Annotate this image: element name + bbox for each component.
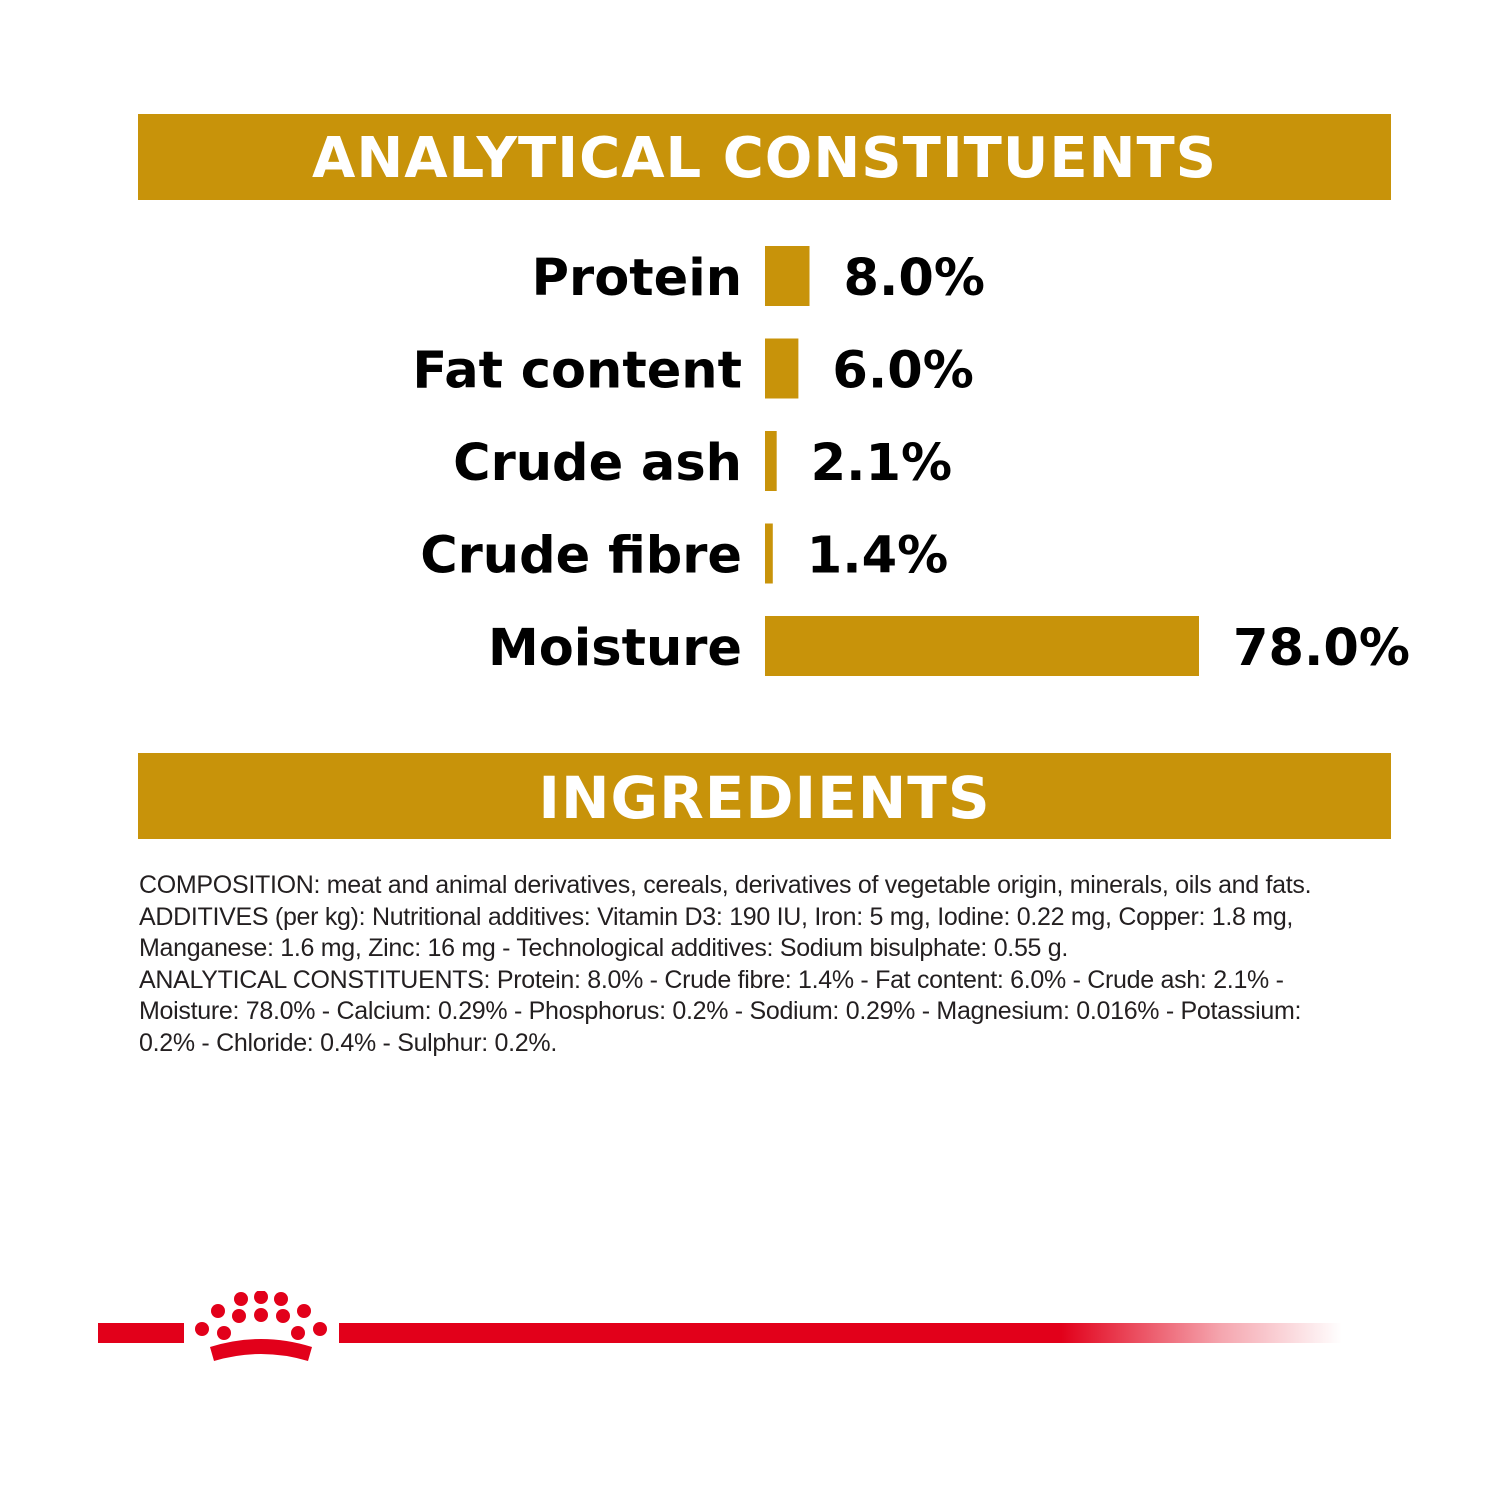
bar — [765, 338, 799, 399]
crown-icon — [195, 1291, 327, 1361]
bar — [765, 523, 773, 584]
composition-paragraph: COMPOSITION: meat and animal derivatives… — [139, 871, 1312, 899]
additives-paragraph: ADDITIVES (per kg): Nutritional additive… — [139, 902, 1294, 963]
value-labels: 8.0% 6.0% 2.1% 1.4% 78.0% — [807, 249, 1410, 678]
value-label: 1.4% — [807, 527, 948, 586]
value-label: 6.0% — [832, 342, 973, 401]
bar — [765, 246, 810, 306]
category-label: Crude fibre — [420, 527, 742, 586]
analytical-constituents-heading: ANALYTICAL CONSTITUENTS — [138, 114, 1391, 200]
bar — [765, 616, 1199, 676]
composition-text: COMPOSITION: meat and animal derivatives… — [139, 870, 1354, 1059]
category-label: Fat content — [412, 342, 742, 401]
analytical-constituents-paragraph: ANALYTICAL CONSTITUENTS: Protein: 8.0% -… — [139, 965, 1302, 1057]
value-label: 78.0% — [1233, 619, 1410, 678]
category-label: Moisture — [488, 619, 742, 678]
constituents-bar-chart: Protein Fat content Crude ash Crude fibre Mo… — [412, 246, 1410, 678]
category-label: Protein — [532, 249, 742, 308]
value-label: 2.1% — [811, 434, 952, 493]
ingredients-heading: INGREDIENTS — [138, 753, 1391, 839]
category-labels: Protein Fat content Crude ash Crude fibre Mo… — [412, 249, 742, 678]
value-label: 8.0% — [844, 249, 985, 308]
bar — [765, 431, 777, 491]
footer-line-left — [98, 1323, 184, 1343]
bars — [765, 246, 1199, 676]
footer-line-right — [339, 1323, 1342, 1343]
category-label: Crude ash — [453, 434, 742, 493]
